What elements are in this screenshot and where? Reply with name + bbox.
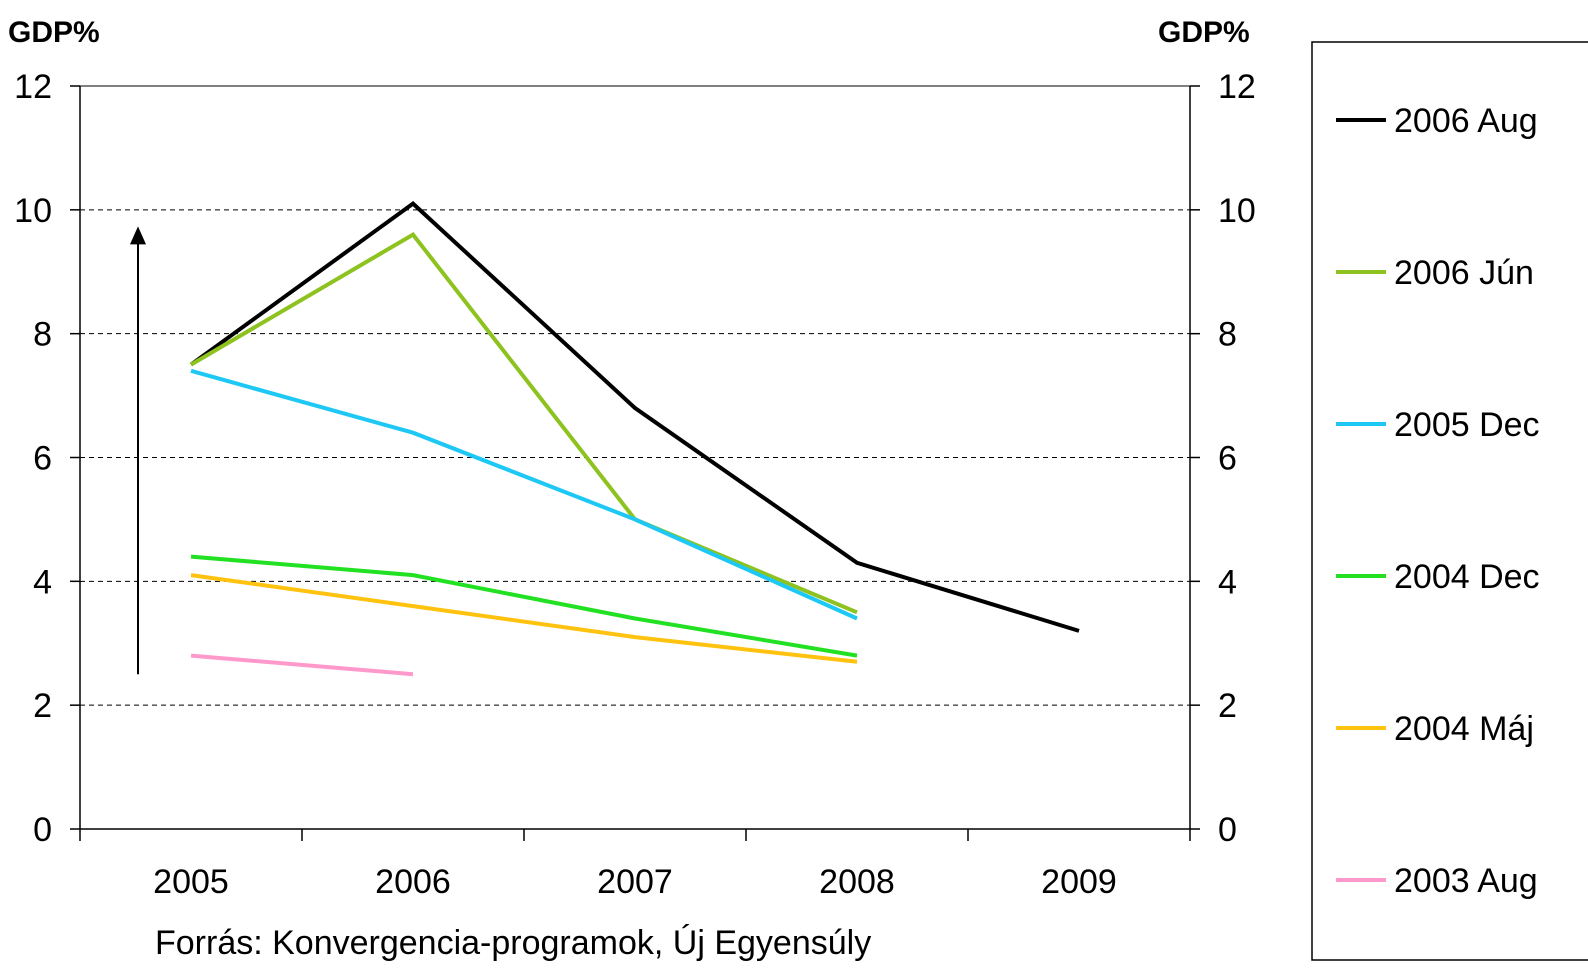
y-right-tick-label-6: 6 xyxy=(1218,440,1237,478)
legend-label-1: 2006 Jún xyxy=(1394,254,1534,292)
legend-label-0: 2006 Aug xyxy=(1394,102,1538,140)
x-tick-label-2009: 2009 xyxy=(1041,863,1117,901)
series-line-3 xyxy=(190,554,858,658)
arrow-head xyxy=(130,226,146,245)
y-left-tick-label-10: 10 xyxy=(14,192,52,230)
y-right-tick-label-12: 12 xyxy=(1218,68,1256,106)
series-line-1 xyxy=(189,231,858,615)
grid-lines xyxy=(80,209,1190,706)
y-left-tick-label-0: 0 xyxy=(33,811,52,849)
y-right-tick-label-4: 4 xyxy=(1218,563,1237,601)
y-right-title: GDP% xyxy=(1158,16,1250,49)
legend-label-2: 2005 Dec xyxy=(1394,406,1540,444)
series-line-0 xyxy=(189,201,1080,633)
axes xyxy=(70,85,1200,841)
source-note: Forrás: Konvergencia-programok, Új Egyen… xyxy=(155,924,871,962)
legend: 2006 Aug 2006 Jún 2005 Dec 2004 Dec 2004 Máj… xyxy=(1336,102,1540,900)
y-right-tick-label-8: 8 xyxy=(1218,316,1237,354)
series-line-4 xyxy=(190,573,858,664)
x-tick-label-2008: 2008 xyxy=(819,863,895,901)
legend-box xyxy=(1311,41,1588,961)
legend-label-3: 2004 Dec xyxy=(1394,558,1540,596)
upward-arrow-annotation xyxy=(130,226,146,675)
series-line-5 xyxy=(190,653,414,677)
series-lines xyxy=(189,201,1080,677)
y-left-tick-label-6: 6 xyxy=(33,440,52,478)
legend-label-5: 2003 Aug xyxy=(1394,862,1538,900)
x-tick-label-2006: 2006 xyxy=(375,863,451,901)
series-line-2 xyxy=(190,368,858,621)
y-left-tick-label-12: 12 xyxy=(14,68,52,106)
x-tick-label-2007: 2007 xyxy=(597,863,673,901)
x-tick-label-2005: 2005 xyxy=(153,863,229,901)
y-right-tick-label-0: 0 xyxy=(1218,811,1237,849)
y-left-tick-label-2: 2 xyxy=(33,687,52,725)
legend-label-4: 2004 Máj xyxy=(1394,710,1534,748)
y-right-tick-label-10: 10 xyxy=(1218,192,1256,230)
tick-labels: 0 0 2 2 4 4 6 6 8 8 10 10 12 12 2005 2006 2007 2008 2009 xyxy=(14,68,1256,901)
y-left-tick-label-8: 8 xyxy=(33,316,52,354)
y-left-tick-label-4: 4 xyxy=(33,563,52,601)
y-left-title: GDP% xyxy=(8,16,100,49)
y-right-tick-label-2: 2 xyxy=(1218,687,1237,725)
